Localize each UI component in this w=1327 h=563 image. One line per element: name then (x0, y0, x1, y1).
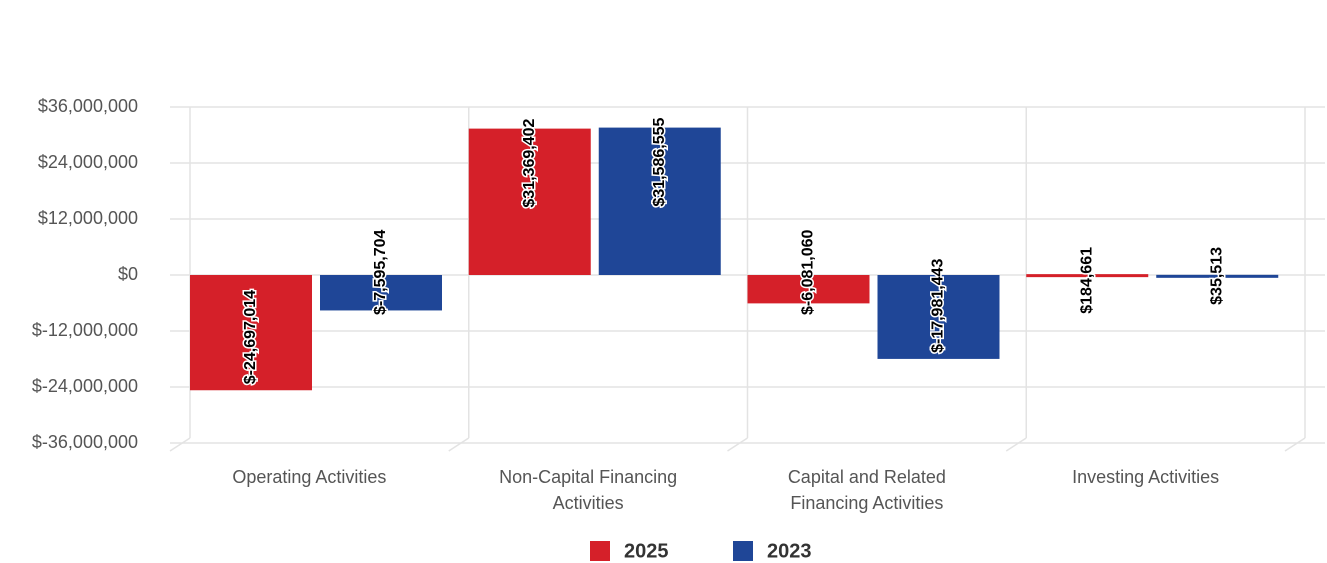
value-label: $35,513 (1208, 247, 1225, 305)
y-tick-label: $24,000,000 (38, 152, 138, 172)
band-tick (1284, 437, 1306, 452)
value-label: $184,661 (1078, 247, 1095, 314)
x-tick-label: Non-Capital Financing Activities (499, 467, 677, 513)
y-tick-label: $12,000,000 (38, 208, 138, 228)
bar (468, 128, 591, 275)
x-tick-line: Activities (553, 493, 624, 513)
bar (190, 275, 312, 391)
y-tick-label: $36,000,000 (38, 96, 138, 116)
x-tick-line: Financing Activities (790, 493, 943, 513)
legend-swatch (590, 541, 610, 561)
value-label: $-7,595,704 (372, 229, 389, 315)
y-tick-label: $0 (118, 264, 138, 284)
band-tick (727, 437, 748, 452)
y-tick-label: $-12,000,000 (32, 320, 138, 340)
legend-label: 2023 (767, 540, 812, 562)
y-tick-label: $-36,000,000 (32, 432, 138, 452)
value-label: $-6,081,060 (800, 229, 817, 315)
x-tick-label: Investing Activities (1072, 467, 1219, 487)
value-label: $31,586,555 (651, 118, 668, 207)
x-tick-line: Investing Activities (1072, 467, 1219, 487)
bar (1026, 274, 1149, 278)
bar (1156, 274, 1279, 278)
value-label: $-24,697,014 (242, 290, 259, 384)
band-tick (448, 437, 470, 452)
x-tick-line: Operating Activities (232, 467, 386, 487)
legend-label: 2025 (624, 540, 669, 562)
bar (598, 127, 721, 276)
value-label: $31,369,402 (521, 119, 538, 208)
band-tick (169, 437, 191, 452)
x-tick-line: Non-Capital Financing (499, 467, 677, 487)
bar (877, 275, 1000, 359)
legend-swatch (733, 541, 753, 561)
x-tick-label: Operating Activities (232, 467, 386, 487)
band-tick (1005, 437, 1027, 452)
x-tick-label: Capital and Related Financing Activities (788, 467, 946, 513)
value-label: $-17,981,443 (930, 259, 947, 353)
x-tick-line: Capital and Related (788, 467, 946, 487)
bar (320, 275, 442, 311)
bar (747, 275, 870, 304)
y-tick-label: $-24,000,000 (32, 376, 138, 396)
